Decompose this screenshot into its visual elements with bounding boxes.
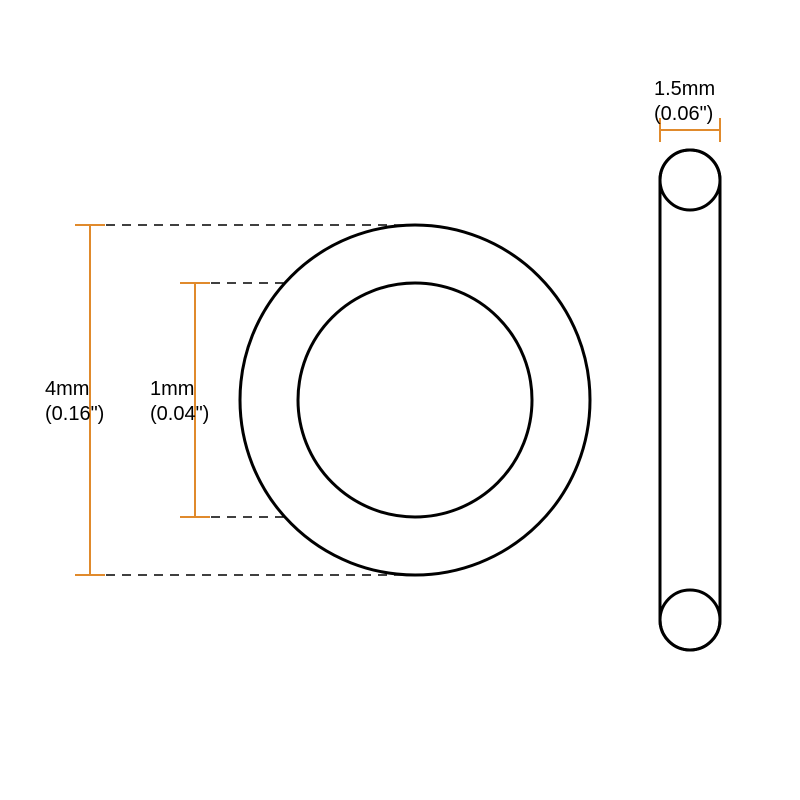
oring-technical-drawing: 4mm (0.16") 1mm (0.04") 1.5mm (0.06") xyxy=(0,0,800,800)
dimension-inner-diameter xyxy=(180,283,210,517)
label-outer-mm: 4mm xyxy=(45,378,89,400)
label-width-in: (0.06") xyxy=(654,103,713,125)
dimension-outer-diameter xyxy=(75,225,105,575)
label-width-mm: 1.5mm xyxy=(654,78,715,100)
label-inner-mm: 1mm xyxy=(150,378,194,400)
label-outer-in: (0.16") xyxy=(45,403,104,425)
ring-inner-circle xyxy=(298,283,532,517)
ring-side-view xyxy=(660,150,720,650)
ring-front-view xyxy=(240,225,590,575)
label-inner-in: (0.04") xyxy=(150,403,209,425)
